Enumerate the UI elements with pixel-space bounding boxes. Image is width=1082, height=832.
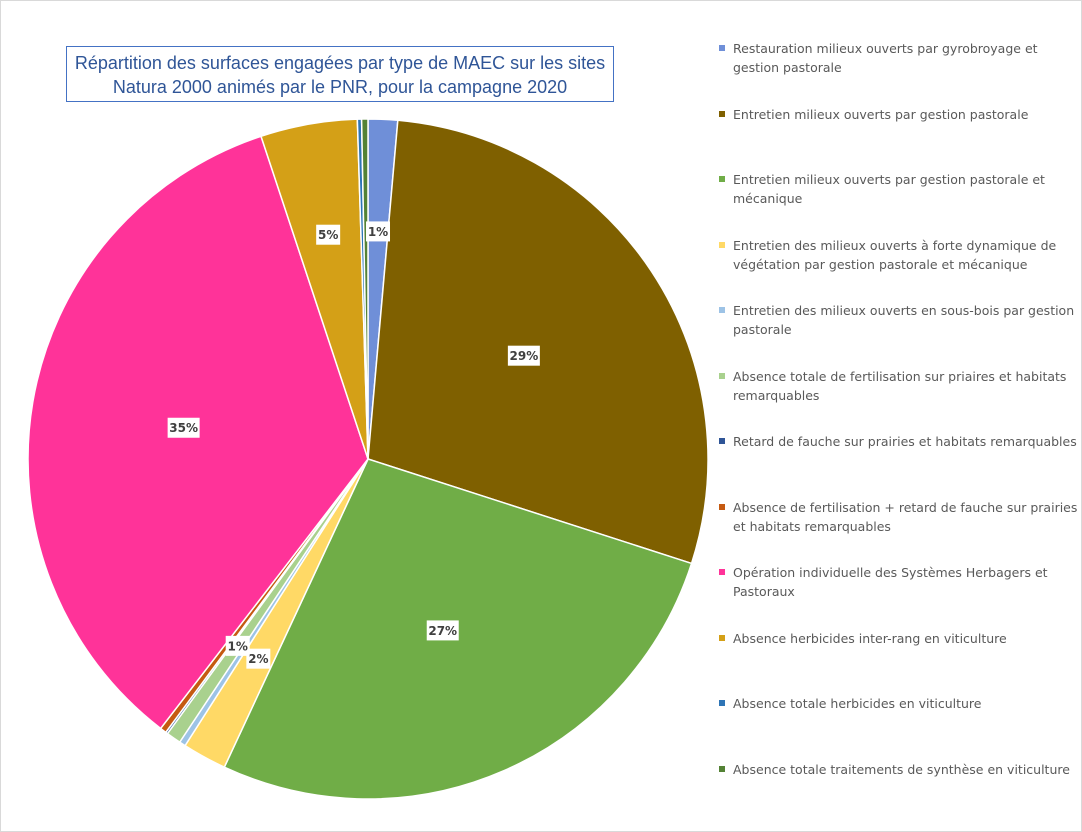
legend-item: Entretien des milieux ouverts à forte dy… [719,236,1081,274]
legend-swatch [719,634,725,641]
data-label-box [507,345,540,366]
data-label: 5% [316,224,341,245]
legend-item: Entretien milieux ouverts par gestion pa… [719,170,1081,208]
legend-label: Entretien milieux ouverts par gestion pa… [733,172,1045,206]
data-label-box [246,648,271,669]
legend-swatch [719,176,725,182]
legend-label: Retard de fauche sur prairies et habitat… [733,434,1077,449]
data-label: 2% [246,648,271,669]
legend-label: Entretien milieux ouverts par gestion pa… [733,106,1029,122]
legend-label: Entretien des milieux ouverts à forte dy… [733,237,1057,272]
legend-item: Absence totale traitements de synthèse e… [719,760,1081,779]
data-label-box [316,224,341,245]
legend-label: Absence totale de fertilisation sur pria… [733,368,1067,403]
data-label-text: 27% [428,624,457,638]
legend-label: Absence totale traitements de synthèse e… [733,761,1070,777]
legend-label: Entretien des milieux ouverts en sous-bo… [733,303,1075,337]
data-label-text: 2% [248,652,268,666]
data-label: 1% [225,635,250,656]
data-label: 29% [507,345,540,366]
legend-item: Absence totale de fertilisation sur pria… [719,367,1081,405]
legend-item: Restauration milieux ouverts par gyrobro… [719,39,1081,77]
legend-item: Absence herbicides inter-rang en viticul… [719,629,1081,648]
legend-item: Entretien des milieux ouverts en sous-bo… [719,301,1081,339]
legend-label: Opération individuelle des Systèmes Herb… [733,565,1048,599]
legend-swatch [719,45,725,51]
legend-label: Absence de fertilisation + retard de fau… [733,499,1078,534]
data-label: 35% [167,417,200,438]
legend-swatch [719,241,725,248]
data-label: 27% [426,620,459,641]
legend-label: Restauration milieux ouverts par gyrobro… [733,41,1038,75]
data-label-text: 29% [510,349,539,363]
legend-label: Absence herbicides inter-rang en viticul… [733,630,1007,646]
data-label-box [366,221,391,242]
legend-label: Absence totale herbicides en viticulture [733,696,982,711]
data-label-text: 1% [368,225,388,239]
legend-item: Absence totale herbicides en viticulture [719,694,1081,713]
data-label-text: 1% [228,639,248,653]
legend-swatch [719,700,725,706]
data-label-box [167,417,200,438]
data-label: 1% [366,221,391,242]
legend-swatch [719,372,725,379]
chart-title: Répartition des surfaces engagées par ty… [66,46,614,102]
legend-swatch [719,503,725,510]
legend-item: Opération individuelle des Systèmes Herb… [719,563,1081,601]
legend-swatch [719,569,725,575]
legend-item: Entretien milieux ouverts par gestion pa… [719,105,1081,124]
pie-slice [367,119,709,565]
data-label-box [426,620,459,641]
legend-item: Absence de fertilisation + retard de fau… [719,498,1081,536]
legend-swatch [719,438,725,444]
legend-swatch [719,110,725,117]
data-label-text: 5% [318,228,338,242]
data-label-box [225,635,250,656]
legend-swatch [719,307,725,313]
legend-swatch [719,765,725,772]
data-label-text: 35% [169,421,198,435]
legend-item: Retard de fauche sur prairies et habitat… [719,432,1081,451]
pie-slice [360,118,369,460]
